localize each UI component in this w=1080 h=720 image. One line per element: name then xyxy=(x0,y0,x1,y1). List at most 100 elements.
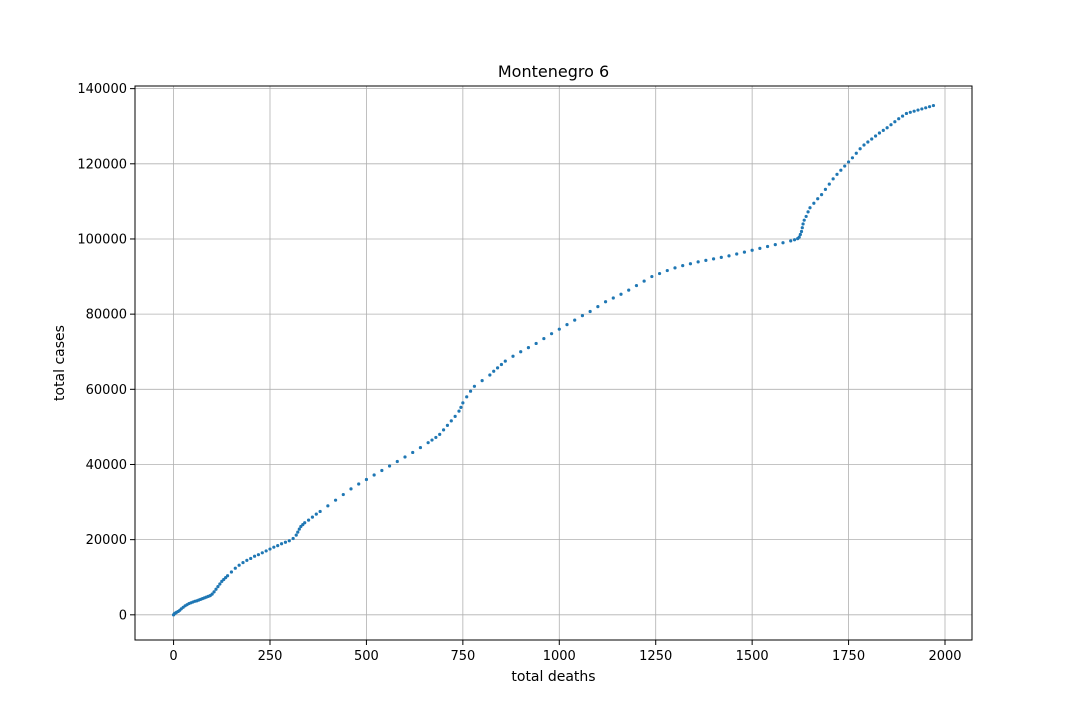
x-tick-label: 250 xyxy=(258,649,283,664)
data-point xyxy=(233,566,237,570)
data-point xyxy=(511,354,515,358)
data-point xyxy=(897,117,901,121)
data-point xyxy=(781,241,785,245)
data-point xyxy=(611,296,615,300)
data-point xyxy=(418,445,423,450)
data-point xyxy=(357,482,361,486)
data-point xyxy=(264,549,268,553)
data-point xyxy=(711,257,716,261)
data-point xyxy=(256,553,261,557)
data-point xyxy=(627,288,631,292)
data-point xyxy=(827,182,831,186)
data-point xyxy=(916,108,920,112)
data-point xyxy=(823,187,828,191)
data-point xyxy=(468,389,473,393)
data-point xyxy=(441,428,446,432)
data-point xyxy=(449,419,453,423)
data-point xyxy=(380,468,384,473)
y-axis-label: total cases xyxy=(52,325,68,401)
data-point xyxy=(804,214,808,219)
data-point xyxy=(303,521,307,525)
data-point xyxy=(688,262,693,266)
y-tick-label: 0 xyxy=(119,608,127,623)
data-point xyxy=(216,585,220,589)
data-point xyxy=(765,244,770,249)
y-tick-label: 20000 xyxy=(86,533,127,548)
plot-frame xyxy=(134,85,973,641)
data-point xyxy=(808,206,812,210)
data-point xyxy=(341,492,345,497)
y-axis-ticks: 0 20000 40000 60000 80000 100000 120000 140000 xyxy=(77,82,135,623)
data-point xyxy=(797,235,801,239)
data-point xyxy=(657,271,662,276)
data-point xyxy=(326,504,330,508)
data-point xyxy=(924,106,928,110)
data-point xyxy=(799,229,804,234)
data-point xyxy=(495,366,500,370)
data-point xyxy=(812,201,816,205)
data-point xyxy=(310,515,315,519)
data-point xyxy=(426,441,430,445)
data-point xyxy=(866,140,870,144)
data-point xyxy=(642,279,646,283)
data-point xyxy=(364,477,369,482)
data-point xyxy=(835,172,839,176)
data-point xyxy=(603,300,608,304)
x-tick-label: 1750 xyxy=(832,649,865,664)
data-point xyxy=(534,341,538,346)
data-point xyxy=(276,544,280,548)
data-point xyxy=(459,405,463,409)
data-point xyxy=(801,222,805,226)
data-point xyxy=(403,455,407,459)
data-point xyxy=(542,336,546,341)
data-point xyxy=(349,487,353,491)
data-point xyxy=(873,134,878,138)
data-point xyxy=(885,126,889,130)
data-point xyxy=(750,248,754,252)
data-point xyxy=(395,459,399,464)
data-point xyxy=(314,512,318,516)
data-point xyxy=(461,401,465,405)
data-point xyxy=(735,252,739,256)
data-point xyxy=(434,435,438,440)
data-point xyxy=(318,509,322,514)
data-point xyxy=(908,110,912,114)
data-point xyxy=(245,558,249,562)
data-point xyxy=(893,120,897,124)
data-point xyxy=(411,450,415,455)
data-point xyxy=(294,533,298,537)
data-point xyxy=(283,540,288,544)
data-point xyxy=(912,109,916,113)
data-point xyxy=(549,332,554,336)
data-point xyxy=(819,193,824,197)
data-point xyxy=(480,379,484,383)
data-point xyxy=(843,164,847,168)
data-point xyxy=(704,258,708,262)
data-point xyxy=(225,574,230,578)
data-point xyxy=(816,197,820,201)
data-point xyxy=(252,554,257,558)
data-point xyxy=(920,107,924,111)
data-point xyxy=(268,547,272,551)
y-tick-label: 40000 xyxy=(86,458,127,473)
data-point xyxy=(927,105,932,109)
data-point xyxy=(681,264,685,268)
data-point xyxy=(237,563,241,567)
data-point xyxy=(773,243,777,247)
data-point xyxy=(272,545,276,549)
data-point xyxy=(931,103,936,108)
data-point xyxy=(850,156,855,160)
y-tick-label: 60000 xyxy=(86,383,127,398)
data-point xyxy=(297,527,301,531)
data-point xyxy=(306,518,311,522)
data-point xyxy=(499,362,504,367)
data-point xyxy=(846,160,851,164)
scatter-points xyxy=(171,103,936,617)
data-point xyxy=(387,464,392,468)
data-point xyxy=(634,283,639,288)
data-point xyxy=(573,318,577,322)
x-axis-label: total deaths xyxy=(511,669,595,685)
x-tick-label: 1250 xyxy=(639,649,672,664)
data-point xyxy=(792,238,797,242)
